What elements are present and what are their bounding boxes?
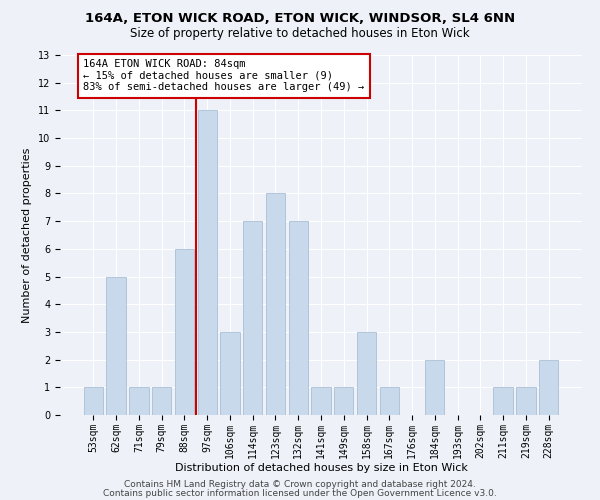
Bar	[425, 360, 445, 415]
Bar	[266, 194, 285, 415]
Bar	[516, 388, 536, 415]
Bar	[334, 388, 353, 415]
Text: 164A, ETON WICK ROAD, ETON WICK, WINDSOR, SL4 6NN: 164A, ETON WICK ROAD, ETON WICK, WINDSOR…	[85, 12, 515, 26]
Text: Size of property relative to detached houses in Eton Wick: Size of property relative to detached ho…	[130, 28, 470, 40]
Bar	[243, 221, 262, 415]
Bar	[175, 249, 194, 415]
Bar	[493, 388, 513, 415]
Text: 164A ETON WICK ROAD: 84sqm
← 15% of detached houses are smaller (9)
83% of semi-: 164A ETON WICK ROAD: 84sqm ← 15% of deta…	[83, 59, 364, 92]
Bar	[106, 276, 126, 415]
Text: Contains public sector information licensed under the Open Government Licence v3: Contains public sector information licen…	[103, 488, 497, 498]
Bar	[220, 332, 239, 415]
Bar	[289, 221, 308, 415]
Bar	[152, 388, 172, 415]
Bar	[539, 360, 558, 415]
Text: Contains HM Land Registry data © Crown copyright and database right 2024.: Contains HM Land Registry data © Crown c…	[124, 480, 476, 489]
Bar	[357, 332, 376, 415]
Bar	[129, 388, 149, 415]
Bar	[380, 388, 399, 415]
Bar	[84, 388, 103, 415]
Y-axis label: Number of detached properties: Number of detached properties	[22, 148, 32, 322]
Bar	[197, 110, 217, 415]
Bar	[311, 388, 331, 415]
X-axis label: Distribution of detached houses by size in Eton Wick: Distribution of detached houses by size …	[175, 464, 467, 473]
